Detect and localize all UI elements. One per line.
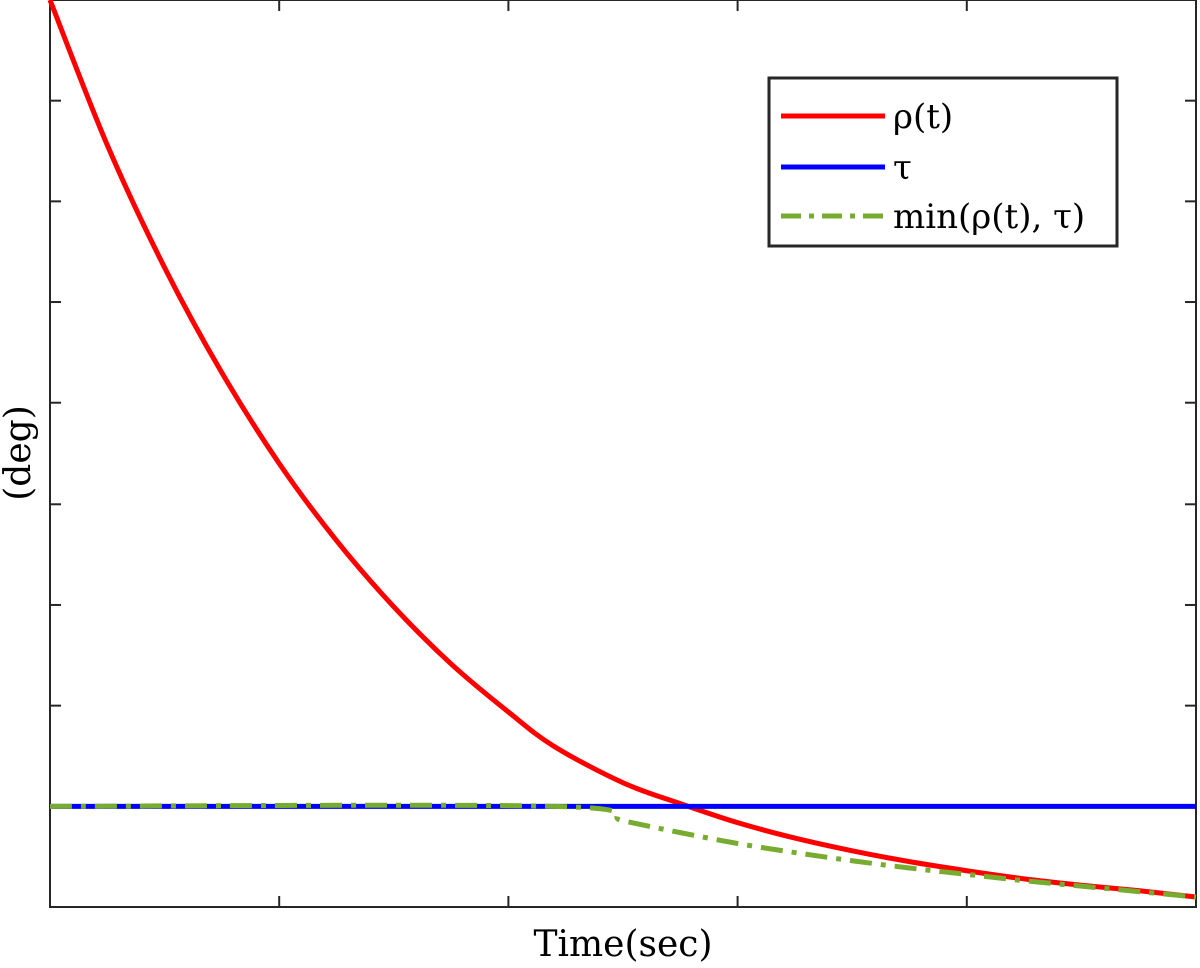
legend-label-tau: τ	[893, 148, 912, 188]
series-min-line	[49, 802, 1197, 900]
legend-label-min: min(ρ(t), τ)	[893, 197, 1085, 237]
series-rho-line	[47, 0, 1197, 900]
y-axis-label: (deg)	[0, 405, 39, 500]
legend: ρ(t) τ min(ρ(t), τ)	[767, 76, 1119, 248]
series-layer	[47, 0, 1197, 900]
legend-label-rho: ρ(t)	[893, 97, 953, 137]
x-axis-label: Time(sec)	[534, 924, 713, 965]
